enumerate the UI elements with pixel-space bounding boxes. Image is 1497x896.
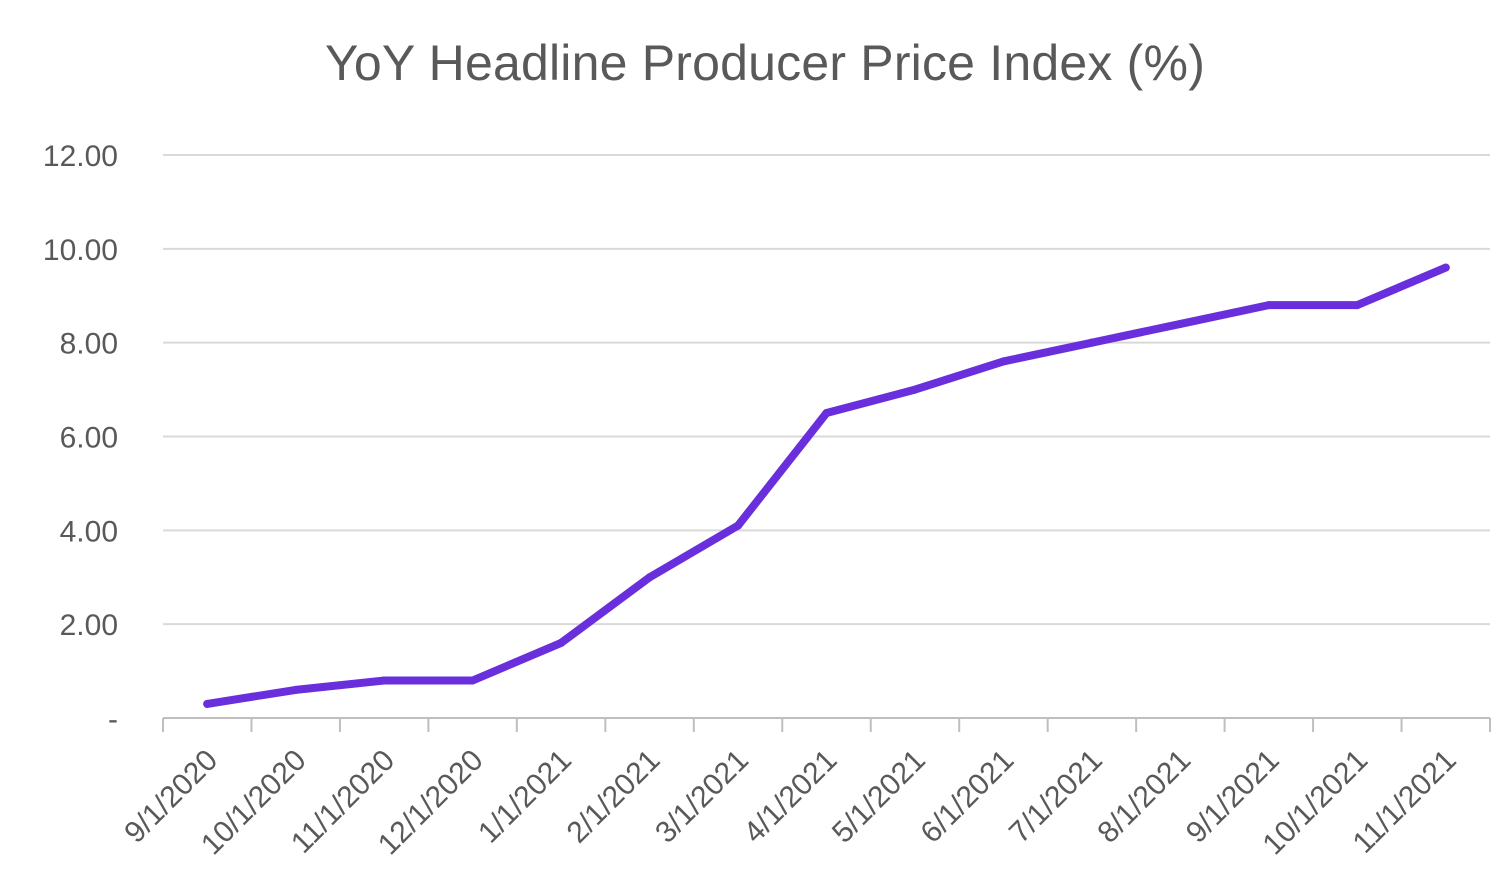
data-point: [999, 357, 1008, 366]
x-tick-label: 2/1/2021: [561, 744, 667, 850]
data-point: [1353, 301, 1362, 310]
x-axis: [162, 717, 1491, 732]
y-tick-label: 12.00: [43, 140, 118, 173]
data-point: [822, 409, 831, 418]
x-tick-label: 8/1/2021: [1091, 744, 1197, 850]
data-point: [380, 676, 389, 685]
chart-title: YoY Headline Producer Price Index (%): [324, 35, 1206, 91]
data-point: [1441, 263, 1450, 272]
y-tick-label: 6.00: [60, 422, 118, 455]
x-tick-label: 3/1/2021: [649, 744, 755, 850]
x-tick-label: 1/1/2021: [472, 744, 578, 850]
y-tick-label: 8.00: [60, 328, 118, 361]
data-point: [468, 676, 477, 685]
x-tick-label: 5/1/2021: [826, 744, 932, 850]
y-tick-label: 2.00: [60, 609, 118, 642]
data-point: [734, 521, 743, 530]
data-point: [1264, 301, 1273, 310]
data-point: [1087, 338, 1096, 347]
data-point: [291, 685, 300, 694]
data-point: [203, 699, 212, 708]
y-tick-label: 4.00: [60, 515, 118, 548]
x-tick-label: 7/1/2021: [1003, 744, 1109, 850]
data-point: [910, 385, 919, 394]
y-tick-label: -: [108, 703, 118, 736]
gridlines: [163, 154, 1490, 626]
x-axis-tick-labels: 9/1/202010/1/202011/1/202012/1/20201/1/2…: [118, 744, 1462, 862]
data-point: [645, 573, 654, 582]
series-line: [203, 263, 1450, 708]
y-tick-label: 10.00: [43, 234, 118, 267]
series-layer: [203, 263, 1450, 708]
y-axis-tick-labels: - 2.00 4.00 6.00 8.00 10.00 12.00: [43, 140, 118, 736]
x-tick-label: 6/1/2021: [914, 744, 1020, 850]
data-point: [1176, 319, 1185, 328]
x-tick-label: 4/1/2021: [738, 744, 844, 850]
data-point: [557, 638, 566, 647]
